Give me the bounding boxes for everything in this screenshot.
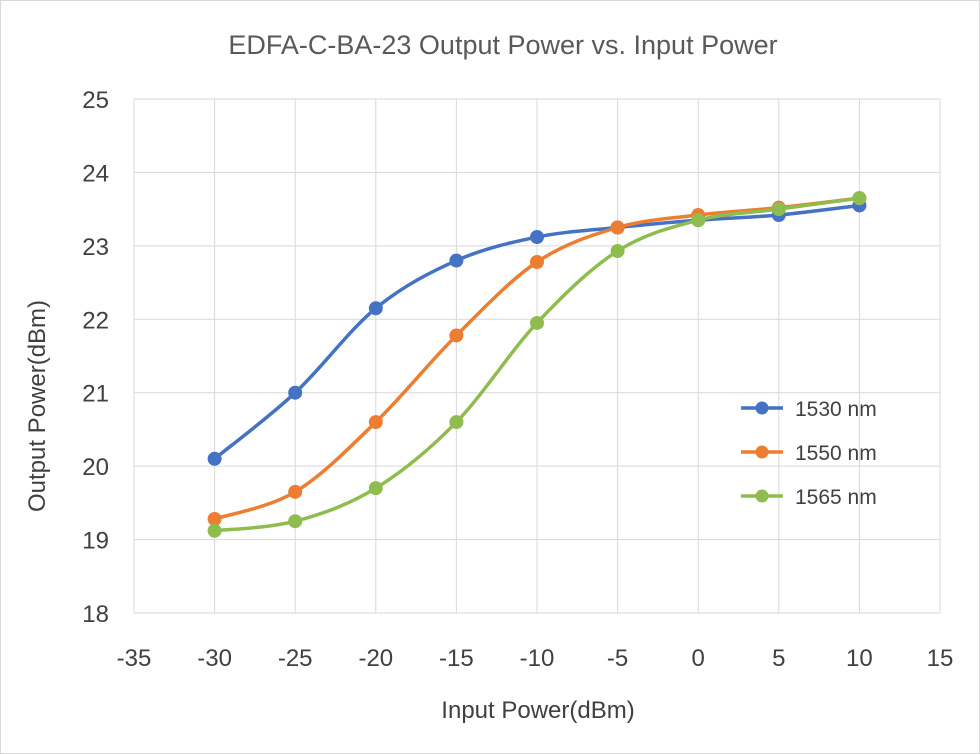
legend-marker bbox=[755, 401, 769, 415]
y-tick-label: 24 bbox=[82, 160, 109, 187]
legend: 1530 nm 1550 nm 1565 nm bbox=[741, 398, 877, 509]
data-point bbox=[288, 514, 303, 529]
data-point bbox=[368, 481, 383, 496]
data-point bbox=[691, 213, 706, 228]
data-point bbox=[449, 415, 464, 430]
x-tick-label: 15 bbox=[927, 645, 954, 672]
data-point bbox=[207, 523, 222, 538]
x-tick-label: -30 bbox=[197, 645, 232, 672]
series-lines bbox=[207, 191, 867, 538]
data-point bbox=[368, 301, 383, 316]
data-point bbox=[530, 315, 544, 330]
x-tick-label: -25 bbox=[278, 645, 313, 672]
series-line bbox=[212, 203, 862, 461]
data-point bbox=[771, 202, 786, 217]
y-tick-label: 25 bbox=[82, 87, 109, 114]
data-point bbox=[207, 512, 222, 527]
data-point bbox=[530, 255, 544, 270]
y-tick-label: 20 bbox=[82, 454, 109, 481]
x-tick-label: -15 bbox=[439, 645, 474, 672]
x-tick-label: 5 bbox=[772, 645, 785, 672]
data-point bbox=[449, 253, 464, 268]
data-point bbox=[288, 385, 303, 400]
series-2 bbox=[207, 191, 867, 538]
y-tick-label: 19 bbox=[82, 528, 109, 555]
x-tick-label: 10 bbox=[846, 645, 873, 672]
data-point bbox=[368, 415, 383, 430]
x-tick-label: -20 bbox=[358, 645, 393, 672]
tick-labels: 18 19 20 21 22 23 24 25 -35 -30 -25 -20 -15 -10 -5 0 5 10… bbox=[82, 87, 953, 672]
y-tick-label: 18 bbox=[82, 601, 109, 628]
x-tick-label: -10 bbox=[520, 645, 555, 672]
data-point bbox=[288, 484, 303, 499]
x-tick-label: 0 bbox=[692, 645, 705, 672]
x-tick-label: -5 bbox=[607, 645, 628, 672]
y-tick-label: 21 bbox=[82, 381, 109, 408]
legend-label: 1565 nm bbox=[795, 486, 877, 509]
data-point bbox=[852, 191, 867, 206]
data-point bbox=[610, 243, 625, 258]
series-line bbox=[212, 196, 862, 521]
y-tick-label: 22 bbox=[82, 307, 109, 334]
legend-label: 1530 nm bbox=[795, 398, 877, 421]
chart-title: EDFA-C-BA-23 Output Power vs. Input Powe… bbox=[228, 30, 777, 60]
gridlines bbox=[133, 98, 941, 614]
legend-marker bbox=[755, 445, 769, 459]
legend-marker bbox=[755, 489, 769, 503]
data-point bbox=[207, 451, 222, 466]
x-axis-label: Input Power(dBm) bbox=[441, 697, 634, 724]
data-point bbox=[610, 220, 625, 235]
y-axis-label: Output Power(dBm) bbox=[24, 300, 51, 512]
x-tick-label: -35 bbox=[117, 645, 152, 672]
data-point bbox=[530, 230, 544, 245]
y-tick-label: 23 bbox=[82, 234, 109, 261]
data-point bbox=[449, 328, 464, 343]
legend-label: 1550 nm bbox=[795, 442, 877, 465]
